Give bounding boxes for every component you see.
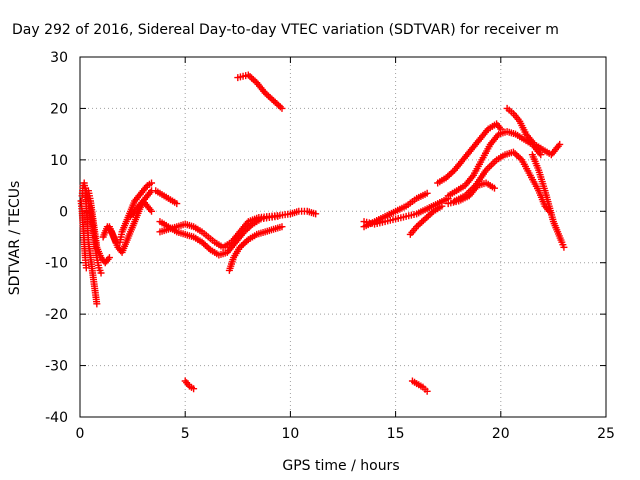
series-arc-8	[152, 187, 181, 208]
data-point	[278, 223, 286, 231]
data-point	[556, 140, 564, 148]
y-tick-label: -10	[45, 256, 68, 272]
data-point	[97, 269, 105, 277]
series-arc-18	[444, 128, 545, 200]
series-arc-12	[181, 377, 198, 393]
series-arc-22	[528, 151, 568, 251]
data-point	[438, 202, 446, 210]
x-tick-label: 25	[597, 426, 615, 442]
data-point	[278, 104, 286, 112]
data-point	[312, 210, 320, 218]
series-arc-9	[156, 207, 320, 251]
y-tick-label: 20	[50, 101, 68, 117]
data-point	[423, 189, 431, 197]
y-tick-label: -20	[45, 307, 68, 323]
series-arc-17	[434, 120, 505, 187]
y-tick-label: -30	[45, 359, 68, 375]
data-point	[423, 387, 431, 395]
series-arc-7	[126, 187, 156, 220]
data-point	[173, 200, 181, 208]
x-tick-label: 10	[281, 426, 299, 442]
series-arc-13	[234, 71, 286, 112]
data-point	[537, 151, 545, 159]
data-point	[93, 300, 101, 308]
x-tick-label: 20	[492, 426, 510, 442]
x-tick-label: 15	[387, 426, 405, 442]
x-tick-label: 0	[76, 426, 85, 442]
data-point	[105, 254, 113, 262]
data-marks	[77, 71, 568, 395]
axis-ticks	[79, 56, 607, 418]
data-point	[148, 207, 156, 215]
series-arc-4	[84, 187, 113, 267]
data-point	[148, 179, 156, 187]
series-arc-10	[156, 212, 282, 259]
series-arc-23	[408, 377, 431, 395]
y-tick-label: 10	[50, 153, 68, 169]
x-tick-labels: 0 5 10 15 20 25	[76, 426, 615, 442]
x-axis-label: GPS time / hours	[282, 458, 399, 474]
data-point	[274, 212, 282, 220]
chart-title: Day 292 of 2016, Sidereal Day-to-day VTE…	[12, 22, 559, 38]
series-arc-11	[225, 223, 286, 274]
series-arc-20	[451, 148, 553, 215]
series-arc-6	[105, 197, 156, 256]
data-point	[490, 184, 498, 192]
data-point	[560, 243, 568, 251]
series-arc-16	[406, 202, 446, 238]
plot-frame	[79, 56, 607, 418]
y-tick-label: 0	[59, 204, 68, 220]
series-arc-15	[360, 194, 452, 228]
grid-lines	[80, 57, 606, 417]
series-arc-2	[77, 197, 90, 272]
y-axis-label: SDTVAR / TECUs	[7, 181, 23, 296]
data-point	[190, 385, 198, 393]
y-tick-labels: -40 -30 -20 -10 0 10 20 30	[45, 50, 68, 426]
series-arc-21	[503, 104, 564, 159]
x-tick-label: 5	[181, 426, 190, 442]
y-tick-label: 30	[50, 50, 68, 66]
data-point	[82, 264, 90, 272]
y-tick-label: -40	[45, 410, 68, 426]
